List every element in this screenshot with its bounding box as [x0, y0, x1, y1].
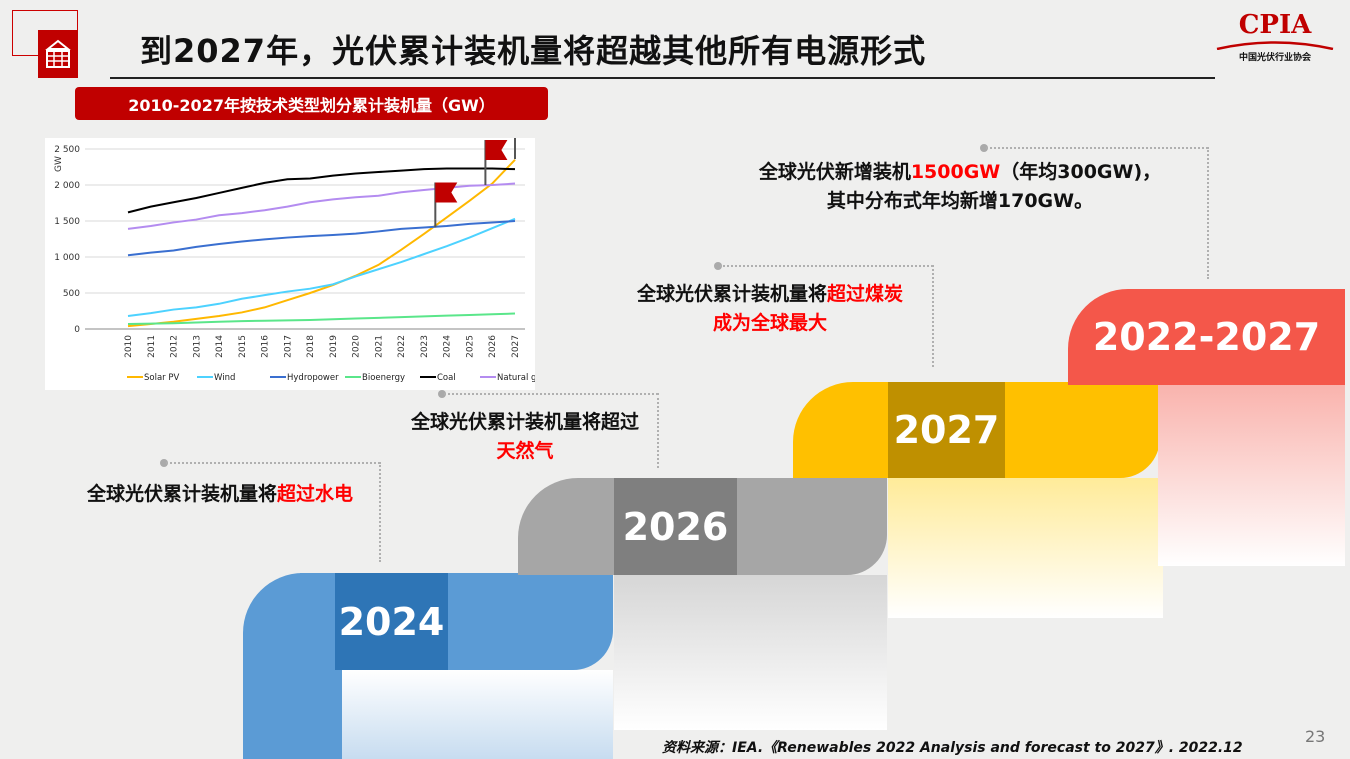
logo-subtitle: 中国光伏行业协会 [1238, 53, 1311, 63]
x-tick-label: 2024 [443, 335, 453, 358]
y-tick-label: 2 000 [54, 181, 80, 191]
step-2024-label: 2024 [335, 573, 448, 670]
series-line-solar-pv [127, 159, 516, 328]
callout-2027: 全球光伏累计装机量将超过煤炭 成为全球最大 [636, 283, 904, 334]
page-title: 到2027年，光伏累计装机量将超越其他所有电源形式 [140, 32, 927, 70]
title-divider [110, 77, 1215, 79]
series-line-hydropower [127, 220, 516, 257]
x-tick-label: 2025 [465, 335, 475, 358]
milestone-flag-icon [435, 182, 458, 203]
legend-label: Solar PV [144, 373, 179, 383]
y-tick-label: 0 [74, 325, 80, 335]
legend-label: Bioenergy [362, 373, 405, 383]
solar-panel-icon [38, 30, 78, 78]
y-tick-label: 1 000 [54, 253, 80, 263]
legend-label: Wind [214, 373, 235, 383]
step-2026-label: 2026 [614, 478, 737, 575]
x-tick-label: 2015 [238, 335, 248, 358]
x-tick-label: 2021 [374, 335, 384, 358]
logo-text: CPIA [1238, 10, 1312, 40]
series-line-coal [127, 167, 516, 214]
y-tick-label: 500 [63, 289, 80, 299]
y-tick-label: 2 500 [54, 145, 80, 155]
legend-label: Natural gas [497, 373, 535, 383]
callout-2024: 全球光伏累计装机量将超过水电 [86, 483, 354, 505]
milestone-flag-icon [485, 140, 508, 160]
y-axis-label: GW [54, 156, 64, 172]
step-2027-label: 2027 [888, 382, 1005, 478]
cpia-logo: CPIA 中国光伏行业协会 [1215, 10, 1335, 70]
legend-label: Coal [437, 373, 456, 383]
x-tick-label: 2017 [283, 335, 293, 358]
source-note: 资料来源：IEA.《Renewables 2022 Analysis and f… [662, 740, 1243, 756]
x-tick-label: 2026 [488, 335, 498, 358]
x-tick-label: 2010 [124, 335, 134, 358]
series-line-bioenergy [127, 312, 516, 325]
x-tick-label: 2011 [147, 335, 157, 358]
x-tick-label: 2016 [261, 335, 271, 358]
chart-panel: 0 500 1 000 1 500 2 000 2 500 GW 2010 2011 2012 20… [45, 114, 547, 390]
chart-title-banner: 2010-2027年按技术类型划分累计装机量（GW） [75, 87, 548, 120]
line-chart: 0 500 1 000 1 500 2 000 2 500GW 2010 2011 2012 20… [54, 114, 547, 383]
callout-2022-2027: 全球光伏新增装机1500GW（年均300GW)， 其中分布式年均新增170GW。 [758, 161, 1162, 212]
step-2027-shadow [888, 478, 1163, 618]
x-tick-label: 2019 [329, 335, 339, 358]
step-2022-2027-bar: 2022-2027 [1068, 289, 1345, 385]
step-2022-2027-shadow [1158, 385, 1345, 566]
series-line-natural-gas [127, 182, 516, 230]
page-number: 23 [1305, 727, 1326, 746]
x-tick-label: 2013 [192, 335, 202, 358]
x-tick-label: 2022 [397, 335, 407, 358]
step-2024-shadow [342, 670, 613, 759]
y-tick-label: 1 500 [54, 217, 80, 227]
x-tick-label: 2020 [352, 335, 362, 358]
x-tick-label: 2014 [215, 335, 225, 358]
x-tick-label: 2012 [170, 335, 180, 358]
x-tick-label: 2027 [511, 335, 521, 358]
step-2026-shadow [614, 575, 887, 730]
legend-label: Hydropower [287, 373, 339, 383]
series-line-wind [127, 217, 516, 318]
callout-2026: 全球光伏累计装机量将超过 天然气 [410, 411, 639, 462]
x-tick-label: 2023 [420, 335, 430, 358]
x-tick-label: 2018 [306, 335, 316, 358]
